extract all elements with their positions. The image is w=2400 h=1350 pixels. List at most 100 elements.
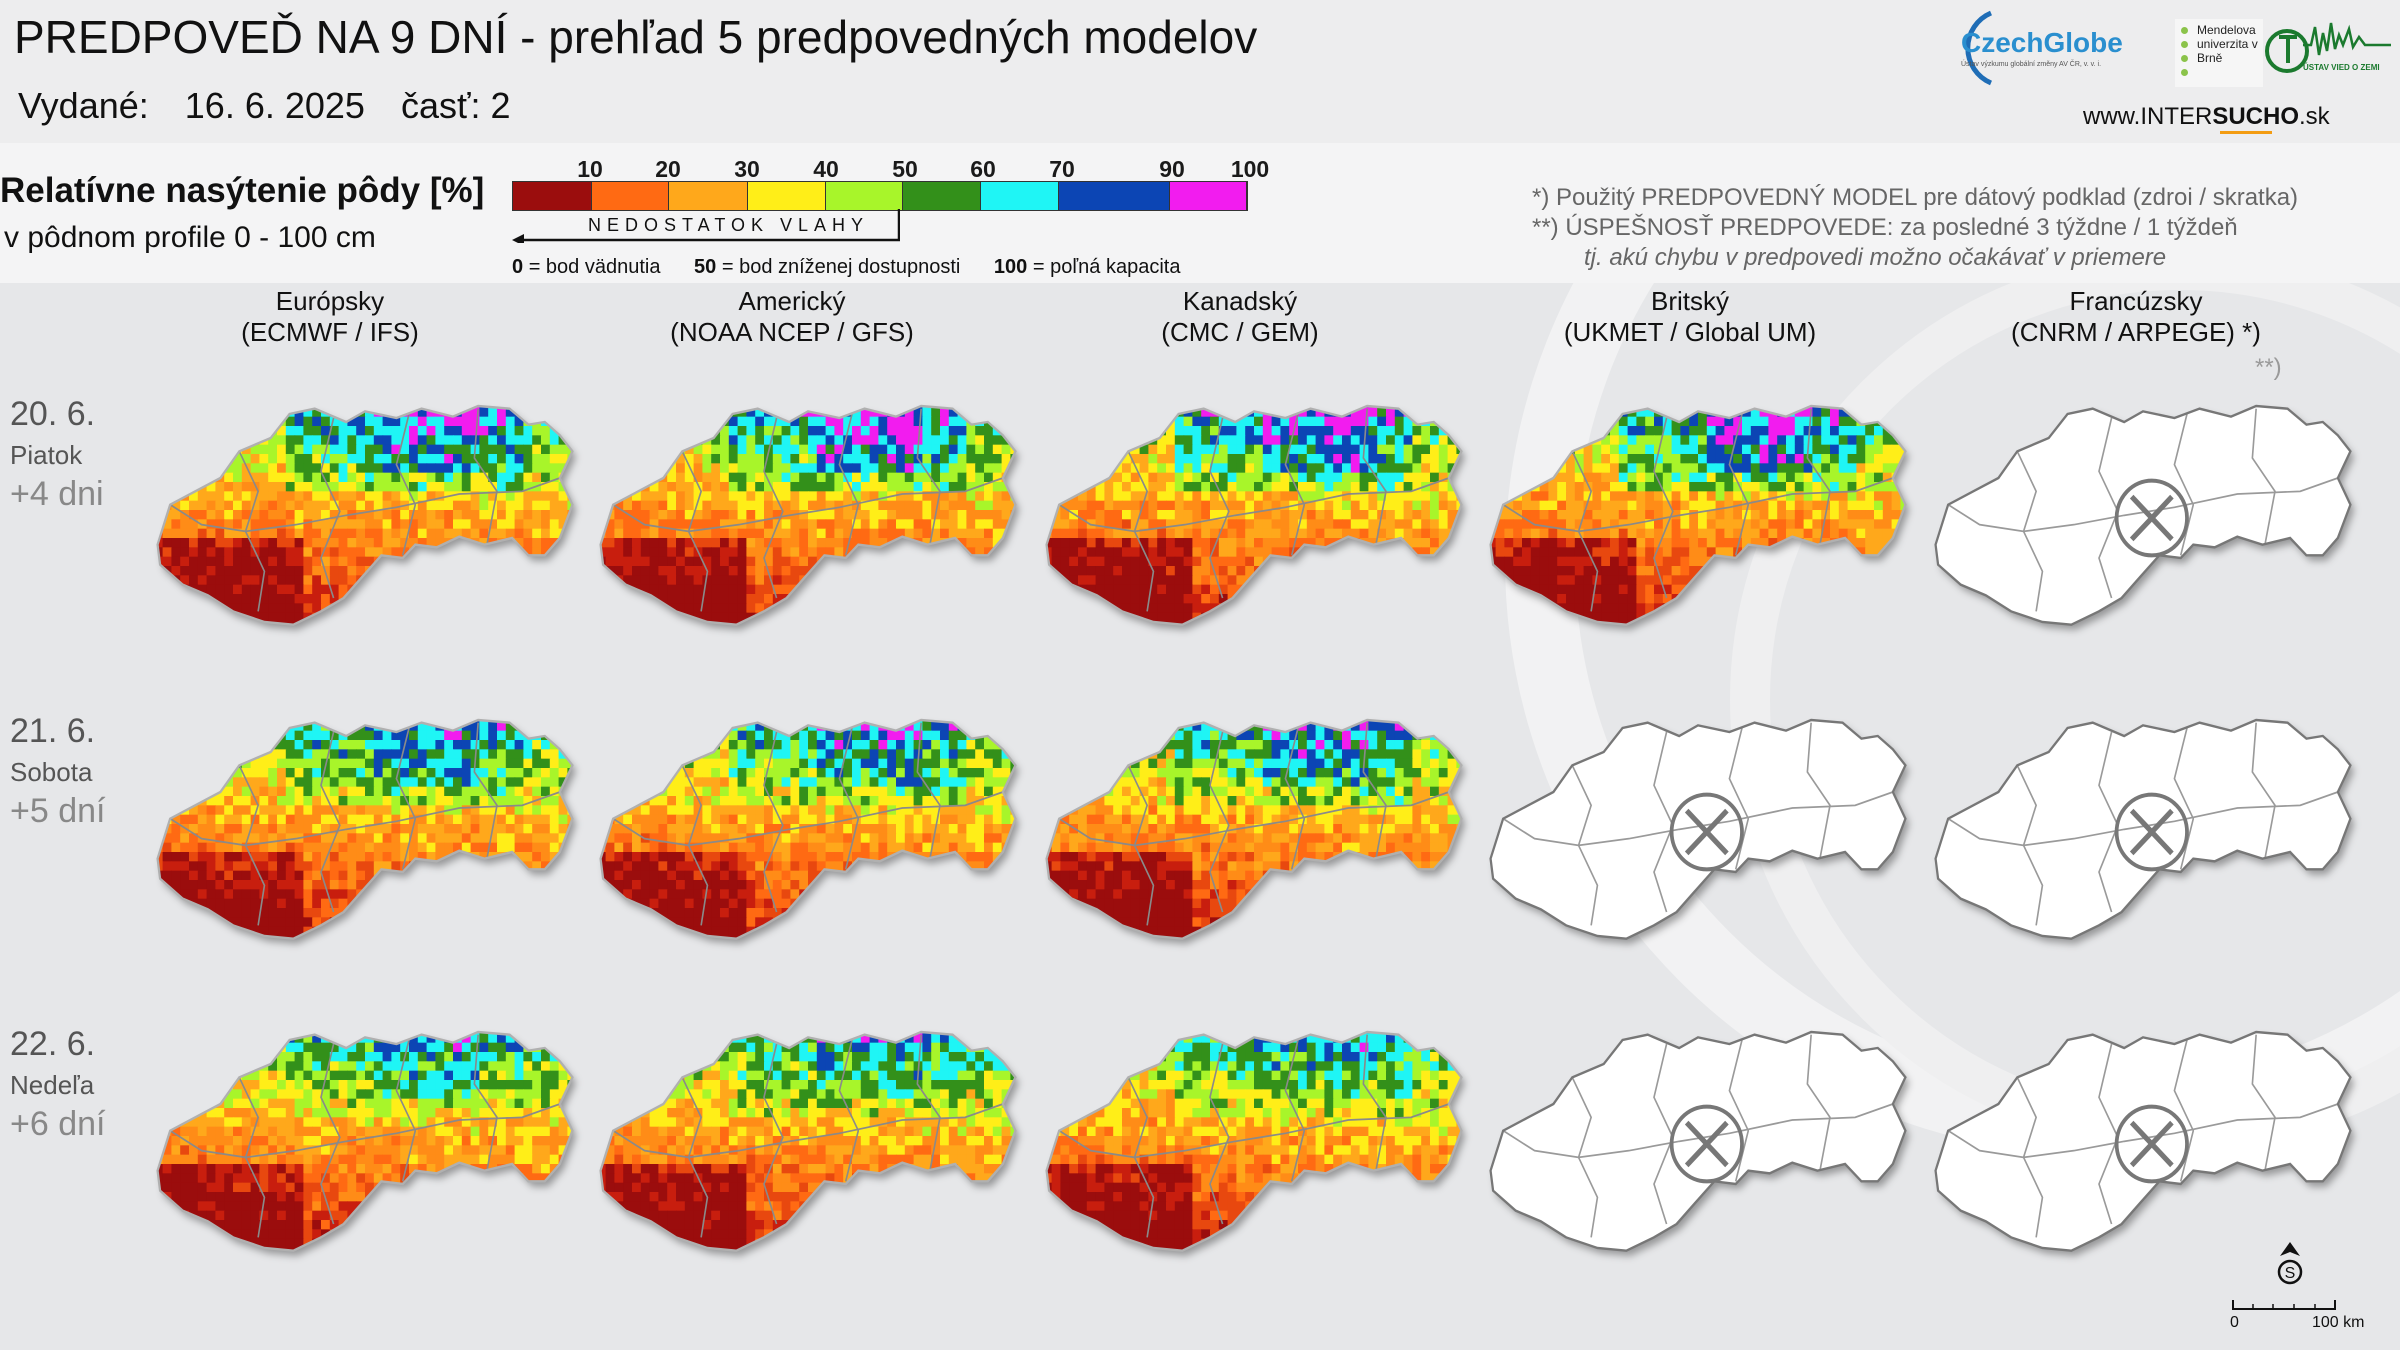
moisture-raster bbox=[1046, 720, 1462, 939]
model-header: Európsky (ECMWF / IFS) bbox=[110, 286, 550, 348]
logos: CzechGlobe Ústav výzkumu globální změny A… bbox=[1955, 5, 2395, 135]
soil-moisture-map bbox=[1478, 1024, 1918, 1264]
model-header: Britský (UKMET / Global UM) bbox=[1470, 286, 1910, 348]
slovakia-map bbox=[1045, 718, 1463, 940]
district-borders bbox=[169, 408, 561, 612]
soil-moisture-map bbox=[1923, 398, 2363, 638]
website-url[interactable]: www.INTERSUCHO.sk bbox=[2083, 103, 2330, 130]
row-label: 20. 6. Piatok +4 dni bbox=[10, 395, 104, 514]
slovakia-map bbox=[599, 718, 1017, 940]
model-code: (CMC / GEM) bbox=[1161, 317, 1319, 347]
district-borders bbox=[1058, 1034, 1450, 1238]
czechglobe-logo: CzechGlobe Ústav výzkumu globální změny A… bbox=[1961, 27, 2123, 68]
moisture-raster bbox=[157, 1032, 573, 1251]
row-label: 22. 6. Nedeľa +6 dní bbox=[10, 1025, 105, 1144]
row-lead-time: +5 dní bbox=[10, 792, 106, 830]
scale-swatch bbox=[981, 182, 1060, 210]
model-code: (UKMET / Global UM) bbox=[1563, 317, 1817, 347]
soil-moisture-map bbox=[145, 1024, 585, 1264]
scale-swatch bbox=[747, 182, 826, 210]
slovakia-map bbox=[1489, 718, 1907, 940]
district-borders bbox=[1502, 722, 1894, 926]
footnote-model: *) Použitý PREDPOVEDNÝ MODEL pre dátový … bbox=[1532, 184, 2299, 211]
soil-moisture-map bbox=[1478, 398, 1918, 638]
moisture-raster bbox=[1046, 406, 1462, 625]
district-borders bbox=[612, 722, 1004, 926]
model-code: (CNRM / ARPEGE) *) bbox=[2011, 317, 2261, 347]
deficit-label: NEDOSTATOK VLAHY bbox=[588, 215, 870, 235]
moisture-raster bbox=[600, 720, 1016, 939]
row-weekday: Piatok bbox=[10, 440, 83, 470]
header: PREDPOVEĎ NA 9 DNÍ - prehľad 5 predpoved… bbox=[0, 0, 2400, 143]
cross-circle-icon bbox=[2114, 792, 2189, 872]
scale-swatch bbox=[902, 182, 982, 210]
cross-circle-icon bbox=[1669, 1104, 1744, 1184]
row-weekday: Nedeľa bbox=[10, 1070, 95, 1100]
model-code: (NOAA NCEP / GFS) bbox=[670, 317, 914, 347]
slovakia-map bbox=[1045, 1030, 1463, 1252]
country-outline bbox=[1935, 720, 2351, 939]
soil-moisture-map bbox=[1034, 398, 1474, 638]
scale-bar-start: 0 bbox=[2230, 1314, 2239, 1331]
row-date: 20. 6. bbox=[10, 395, 96, 433]
district-borders bbox=[1502, 408, 1894, 612]
soil-moisture-map bbox=[588, 1024, 1028, 1264]
legend-notes: 0 = bod vädnutia 50 = bod zníženej dostu… bbox=[512, 256, 1181, 278]
slovakia-map bbox=[156, 718, 574, 940]
slovakia-map bbox=[599, 404, 1017, 626]
country-outline bbox=[1490, 1032, 1906, 1251]
scale-swatch bbox=[1059, 182, 1170, 210]
scale-tick-label: 60 bbox=[970, 156, 996, 182]
model-header: Francúzsky (CNRM / ARPEGE) *) bbox=[1916, 286, 2356, 348]
slovakia-map bbox=[156, 1030, 574, 1252]
cross-circle-icon bbox=[1669, 792, 1744, 872]
scale-tick-label: 90 bbox=[1159, 156, 1185, 182]
url-underline bbox=[2220, 131, 2272, 134]
soil-moisture-map bbox=[1923, 1024, 2363, 1264]
district-borders bbox=[1058, 722, 1450, 926]
cross-circle-icon bbox=[2114, 478, 2189, 558]
mendel-logo: Mendelova univerzita v Brně bbox=[2175, 19, 2263, 87]
accuracy-marker: **) bbox=[2255, 354, 2282, 381]
color-scale bbox=[512, 181, 1248, 211]
country-outline bbox=[1935, 1032, 2351, 1251]
district-borders bbox=[169, 722, 561, 926]
soil-moisture-map bbox=[1923, 712, 2363, 952]
slovakia-map bbox=[599, 1030, 1017, 1252]
model-name: Kanadský bbox=[1182, 286, 1298, 316]
moisture-raster bbox=[157, 406, 573, 625]
ustav-vied-logo: ÚSTAV VIED O ZEMI bbox=[2265, 15, 2393, 87]
country-outline bbox=[1490, 720, 1906, 939]
model-name: Európsky bbox=[275, 286, 385, 316]
row-lead-time: +4 dni bbox=[10, 475, 104, 513]
moisture-raster bbox=[600, 1032, 1016, 1251]
north-arrow-icon: S bbox=[2277, 1242, 2303, 1285]
model-header: Americký (NOAA NCEP / GFS) bbox=[572, 286, 1012, 348]
scale-bar-icon bbox=[2232, 1300, 2336, 1310]
soil-moisture-map bbox=[1034, 1024, 1474, 1264]
model-name: Britský bbox=[1651, 286, 1729, 316]
row-date: 22. 6. bbox=[10, 1025, 96, 1063]
district-borders bbox=[612, 408, 1004, 612]
row-label: 21. 6. Sobota +5 dní bbox=[10, 712, 105, 831]
seismograph-icon bbox=[2265, 22, 2391, 73]
model-name: Americký bbox=[738, 286, 846, 316]
model-code: (ECMWF / IFS) bbox=[241, 317, 419, 347]
page-title: PREDPOVEĎ NA 9 DNÍ - prehľad 5 predpoved… bbox=[14, 11, 1258, 63]
scale-swatch bbox=[592, 182, 670, 210]
legend-subheading: v pôdnom profile 0 - 100 cm bbox=[4, 221, 376, 254]
row-date: 21. 6. bbox=[10, 712, 96, 750]
soil-moisture-map bbox=[1478, 712, 1918, 952]
moisture-raster bbox=[600, 406, 1016, 625]
legend-band bbox=[0, 143, 2400, 283]
scale-bar-end: 100 km bbox=[2312, 1314, 2365, 1331]
footnote-accuracy-explained: tj. akú chybu v predpovedi možno očakáva… bbox=[1584, 244, 2167, 271]
slovakia-map bbox=[1934, 404, 2352, 626]
moisture-raster bbox=[1490, 406, 1906, 625]
scale-tick-label: 70 bbox=[1049, 156, 1075, 182]
scale-swatch bbox=[825, 182, 903, 210]
scale-tick-label: 50 bbox=[892, 156, 918, 182]
moisture-raster bbox=[157, 720, 573, 939]
soil-moisture-map bbox=[145, 398, 585, 638]
footnote-accuracy: **) ÚSPEŠNOSŤ PREDPOVEDE: za posledné 3 … bbox=[1532, 214, 2238, 241]
